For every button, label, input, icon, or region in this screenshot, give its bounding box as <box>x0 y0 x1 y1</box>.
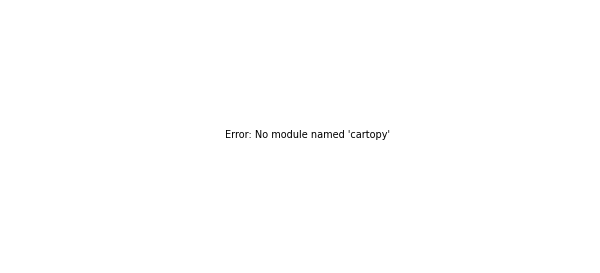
Text: Error: No module named 'cartopy': Error: No module named 'cartopy' <box>225 130 390 140</box>
